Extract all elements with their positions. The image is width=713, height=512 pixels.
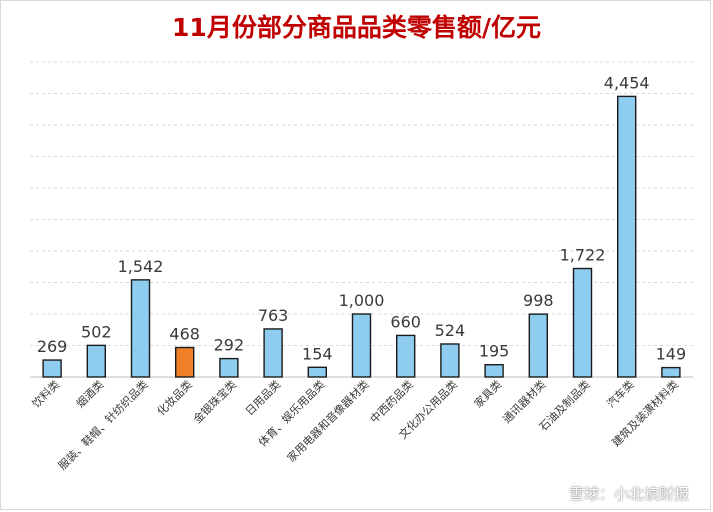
data-label: 149 bbox=[656, 345, 687, 364]
x-tick-label: 烟酒类 bbox=[73, 377, 106, 410]
bar bbox=[351, 313, 372, 378]
x-tick-label: 化妆品类 bbox=[154, 377, 195, 418]
data-label: 1,542 bbox=[118, 257, 164, 276]
data-label: 1,000 bbox=[339, 291, 385, 310]
bar bbox=[661, 366, 681, 378]
bar bbox=[572, 267, 593, 378]
x-tick-label: 家用电器和音像器材类 bbox=[284, 377, 372, 465]
data-label: 154 bbox=[302, 344, 333, 363]
x-tick-label: 汽车类 bbox=[604, 377, 637, 410]
bar bbox=[42, 359, 62, 378]
bar bbox=[263, 328, 283, 378]
data-label: 195 bbox=[479, 342, 510, 361]
data-label: 1,722 bbox=[560, 246, 606, 265]
x-tick-label: 服装、鞋帽、针纺织品类 bbox=[55, 377, 150, 472]
bar bbox=[219, 357, 239, 378]
watermark: 雪球：小北读财报 bbox=[568, 485, 689, 503]
x-tick-label: 家具类 bbox=[471, 377, 504, 410]
data-label: 660 bbox=[390, 312, 421, 331]
bar bbox=[617, 95, 637, 378]
x-tick-label: 金银珠宝类 bbox=[190, 377, 239, 426]
x-tick-label: 通讯器材类 bbox=[500, 377, 549, 426]
bar bbox=[174, 346, 195, 378]
data-label: 269 bbox=[37, 337, 68, 356]
bar bbox=[130, 279, 151, 378]
data-label: 468 bbox=[169, 325, 200, 344]
x-tick-label: 饮料类 bbox=[29, 377, 62, 410]
bar bbox=[484, 364, 504, 378]
chart-title: 11月份部分商品品类零售额/亿元 bbox=[172, 13, 541, 42]
bar bbox=[396, 334, 416, 378]
x-tick-label: 中西药品类 bbox=[367, 377, 416, 426]
bar bbox=[528, 313, 548, 378]
data-label: 502 bbox=[81, 322, 112, 341]
bar bbox=[86, 344, 107, 378]
x-tick-label: 日用品类 bbox=[242, 377, 283, 418]
data-label: 524 bbox=[435, 321, 466, 340]
bar bbox=[440, 343, 460, 378]
data-label: 4,454 bbox=[604, 73, 650, 92]
data-label: 998 bbox=[523, 291, 554, 310]
bar bbox=[307, 366, 327, 378]
data-label: 763 bbox=[258, 306, 289, 325]
data-label: 292 bbox=[214, 336, 245, 355]
